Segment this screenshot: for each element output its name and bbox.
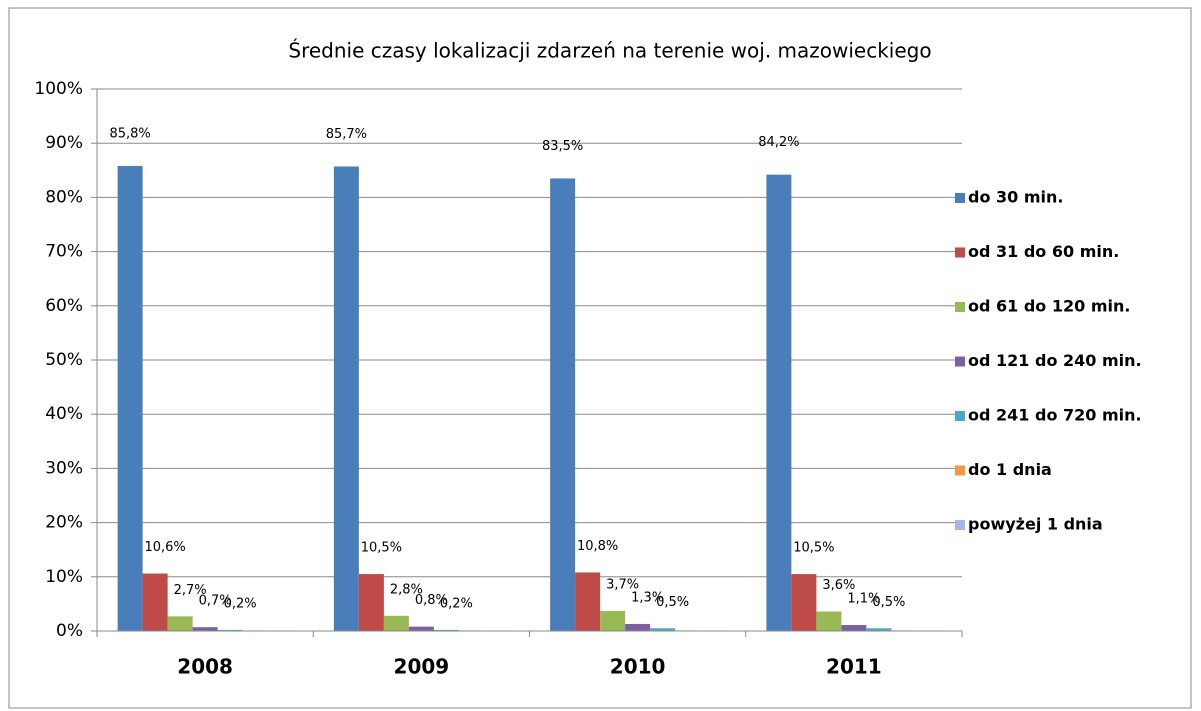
- data-label: 2,8%: [390, 582, 423, 597]
- y-tick-label: 50%: [45, 350, 83, 370]
- y-tick-label: 60%: [45, 296, 83, 316]
- data-label: 3,7%: [606, 577, 639, 592]
- x-tick-label: 2011: [826, 655, 882, 679]
- legend-swatch: [955, 247, 965, 258]
- legend-label: od 61 do 120 min.: [968, 297, 1130, 316]
- data-label: 0,5%: [872, 595, 905, 610]
- legend-label: od 241 do 720 min.: [968, 406, 1142, 425]
- data-label: 10,5%: [793, 541, 834, 556]
- data-label: 1,3%: [631, 590, 664, 605]
- x-tick-label: 2009: [394, 655, 450, 679]
- bar: [550, 178, 576, 631]
- chart-title: Średnie czasy lokalizacji zdarzeń na ter…: [288, 39, 931, 63]
- x-tick-label: 2008: [177, 655, 233, 679]
- bar: [217, 629, 243, 631]
- y-tick-label: 10%: [45, 567, 83, 587]
- legend-label: do 30 min.: [968, 188, 1063, 207]
- data-label: 1,1%: [847, 592, 880, 607]
- y-tick-label: 90%: [45, 133, 83, 153]
- data-label: 10,5%: [361, 541, 402, 556]
- bar: [650, 628, 676, 631]
- y-tick-label: 20%: [45, 513, 83, 533]
- legend-label: powyżej 1 dnia: [968, 515, 1103, 534]
- y-tick-label: 100%: [34, 79, 83, 99]
- bar: [625, 623, 651, 631]
- y-tick-label: 40%: [45, 404, 83, 424]
- bar: [600, 610, 626, 631]
- data-label: 0,2%: [224, 596, 257, 611]
- data-label: 0,7%: [199, 594, 232, 609]
- data-label: 0,2%: [440, 596, 473, 611]
- data-label: 83,5%: [542, 139, 583, 154]
- data-label: 3,6%: [822, 578, 855, 593]
- data-label: 85,7%: [326, 127, 367, 142]
- data-label: 2,7%: [174, 583, 207, 598]
- legend-swatch: [955, 302, 965, 312]
- y-tick-label: 80%: [45, 187, 83, 207]
- bar: [192, 627, 218, 631]
- legend-label: od 121 do 240 min.: [968, 351, 1142, 370]
- legend-swatch: [955, 411, 965, 421]
- legend-swatch: [955, 193, 965, 203]
- bar: [142, 573, 168, 631]
- bar: [117, 165, 143, 632]
- bar: [791, 574, 817, 631]
- x-tick-label: 2010: [610, 655, 666, 679]
- legend-label: od 31 do 60 min.: [968, 242, 1119, 261]
- bar: [575, 572, 601, 631]
- legend-swatch: [955, 520, 965, 530]
- bar: [358, 574, 384, 631]
- y-tick-label: 0%: [56, 621, 83, 641]
- data-label: 0,8%: [415, 593, 448, 608]
- data-label: 10,8%: [577, 539, 618, 554]
- legend-label: do 1 dnia: [968, 460, 1052, 479]
- bar: [383, 615, 409, 631]
- legend-swatch: [955, 465, 965, 476]
- y-tick-label: 30%: [45, 458, 83, 478]
- bar: [167, 616, 193, 631]
- bar: [408, 626, 434, 631]
- bar: [333, 166, 359, 632]
- y-tick-label: 70%: [45, 242, 83, 262]
- legend-swatch: [955, 356, 965, 367]
- data-label: 85,8%: [109, 126, 150, 141]
- data-label: 84,2%: [758, 135, 799, 150]
- bar: [766, 174, 792, 632]
- bar: [866, 628, 892, 631]
- bar: [841, 625, 867, 631]
- bar: [433, 629, 459, 631]
- bar: [816, 611, 842, 631]
- data-label: 0,5%: [656, 595, 689, 610]
- data-label: 10,6%: [144, 540, 185, 555]
